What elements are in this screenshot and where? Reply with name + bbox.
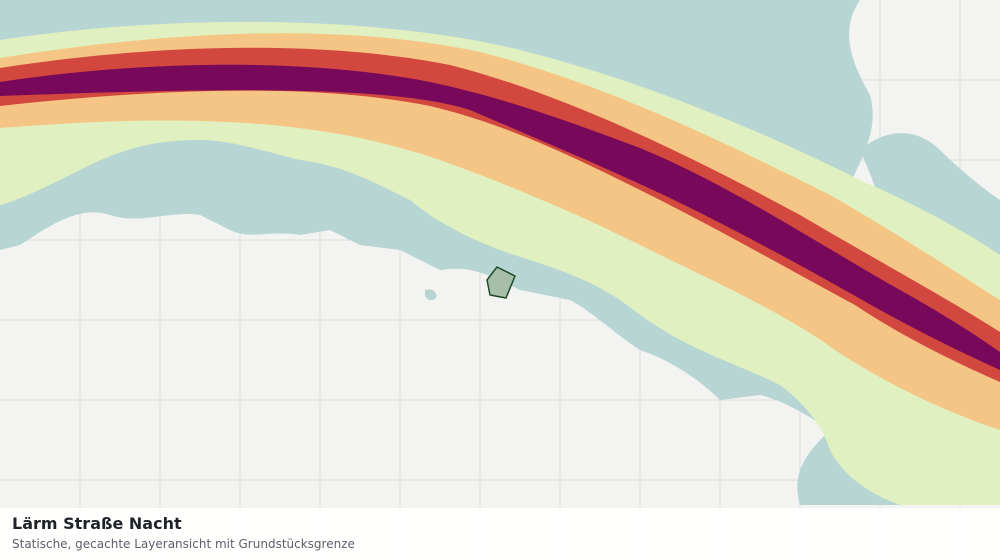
parcel-boundary[interactable]: [486, 266, 516, 299]
layer-title: Lärm Straße Nacht: [12, 514, 182, 533]
wooded-area-patch: [425, 289, 437, 301]
layer-caption: Lärm Straße Nacht Statische, gecachte La…: [0, 508, 1000, 560]
noise-layer: [0, 21, 1000, 506]
layer-subtitle: Statische, gecachte Layeransicht mit Gru…: [12, 537, 355, 551]
noise-band-1: [0, 21, 1000, 506]
wooded-area-left: [0, 100, 920, 505]
